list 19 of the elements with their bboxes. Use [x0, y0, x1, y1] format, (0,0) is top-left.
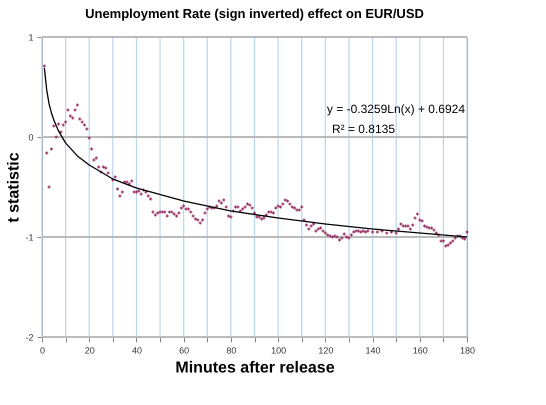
- y-tick-label: -1: [25, 232, 34, 242]
- y-tick-label: -2: [25, 332, 34, 342]
- annotation: y = -0.3259Ln(x) + 0.6924: [326, 102, 466, 116]
- x-tick-label: 160: [412, 346, 428, 356]
- x-tick-label: 60: [179, 346, 190, 356]
- x-tick-label: 0: [40, 346, 46, 356]
- x-tick-label: 40: [132, 346, 142, 356]
- x-axis-title: Minutes after release: [175, 360, 335, 376]
- y-tick-label: 1: [28, 32, 34, 42]
- x-tick-label: 180: [460, 346, 476, 356]
- x-tick-label: 100: [271, 346, 286, 356]
- x-tick-label: 80: [226, 346, 236, 356]
- annotation: R² = 0.8135: [332, 122, 396, 136]
- y-tick-label: 0: [28, 132, 34, 142]
- x-tick-label: 140: [366, 346, 381, 356]
- x-tick-label: 120: [318, 346, 334, 356]
- y-axis-title: t statistic: [6, 152, 22, 223]
- x-tick-label: 20: [84, 346, 95, 356]
- chart-title: Unemployment Rate (sign inverted) effect on EUR/USD: [85, 6, 424, 21]
